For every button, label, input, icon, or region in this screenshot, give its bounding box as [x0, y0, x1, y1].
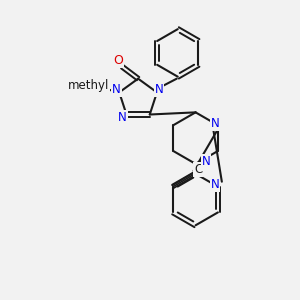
Text: O: O [113, 54, 123, 67]
Text: N: N [211, 178, 219, 191]
Text: N: N [118, 111, 127, 124]
Text: N: N [112, 83, 121, 96]
Text: methyl: methyl [68, 79, 109, 92]
Text: C: C [194, 163, 202, 176]
Text: N: N [202, 155, 210, 168]
Text: N: N [154, 83, 163, 96]
Text: N: N [211, 117, 219, 130]
